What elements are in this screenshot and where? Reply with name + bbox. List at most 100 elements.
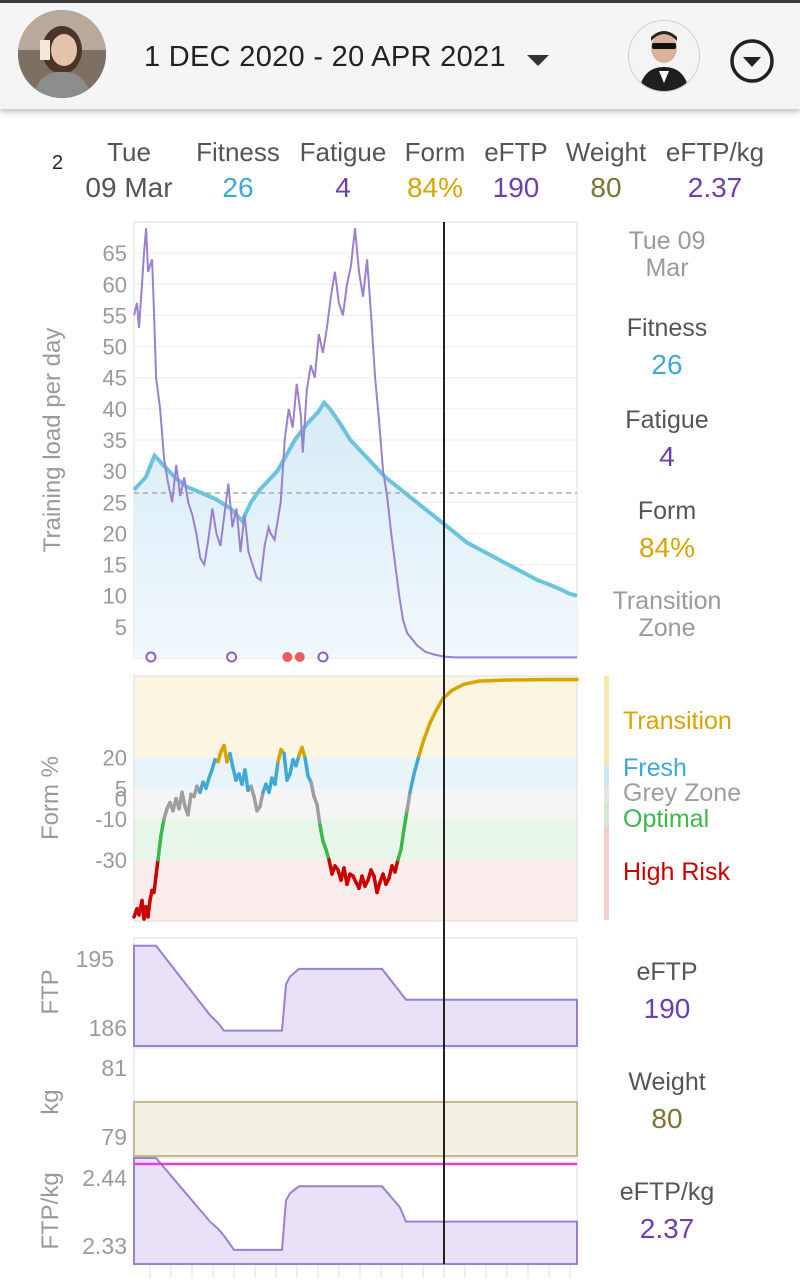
form-line-segment xyxy=(154,858,160,878)
form-line-segment xyxy=(152,874,158,895)
side-fitness-value: 26 xyxy=(651,349,683,380)
form-frame xyxy=(133,675,578,922)
form-line-segment xyxy=(282,751,289,782)
side-form-label: Form xyxy=(637,497,697,525)
zone-label-transition: Transition xyxy=(623,707,732,735)
zone-bar-fresh xyxy=(604,766,609,786)
status-bar-edge xyxy=(0,0,800,3)
zone-bar-transition xyxy=(604,676,609,766)
form-chart[interactable]: 20 50-10 -30 Form % Transition Fresh Grey … xyxy=(37,675,741,922)
zone-label-high-risk: High Risk xyxy=(623,858,730,886)
form-zone-bar xyxy=(604,676,609,920)
training-load-tick-label: 60 xyxy=(103,272,127,297)
fatigue-label: Fatigue xyxy=(299,137,387,167)
summary-index: 2 xyxy=(52,152,64,174)
side-eftp: eFTP 190 xyxy=(587,958,747,1025)
form-tick-label: 0 xyxy=(115,787,127,812)
menu-chevron-icon[interactable] xyxy=(728,37,774,83)
form-line-segment xyxy=(412,753,421,776)
form-line-segment xyxy=(216,749,223,764)
form-line-segment xyxy=(402,809,409,831)
race-marker[interactable] xyxy=(282,652,293,662)
activity-marker[interactable] xyxy=(145,651,157,663)
form-line-segment xyxy=(186,792,193,817)
fatigue-line xyxy=(133,228,577,659)
side-date: Tue 09 Mar xyxy=(587,228,747,282)
fatigue-value: 4 xyxy=(335,172,351,203)
training-load-tick-label: 65 xyxy=(103,241,127,266)
form-line-segment xyxy=(428,708,438,725)
form-line-segment xyxy=(273,760,280,786)
training-load-tick-label: 40 xyxy=(103,397,127,422)
side-fatigue-value: 4 xyxy=(659,441,675,472)
side-eftp-kg-value: 2.37 xyxy=(639,1213,695,1244)
side-zone: Transition Zone xyxy=(587,588,747,642)
form-line-segment xyxy=(318,823,325,844)
form-line-segment xyxy=(315,802,322,827)
weight-tick-low: 79 xyxy=(101,1124,127,1150)
form-line-segment xyxy=(156,833,163,862)
form-line-segment xyxy=(180,790,187,809)
zone-label-grey: Grey Zone xyxy=(623,779,741,807)
side-weight-value: 80 xyxy=(651,1103,683,1134)
form-line-segment xyxy=(477,678,506,683)
activity-marker[interactable] xyxy=(226,651,238,663)
form-line-segment xyxy=(159,817,166,837)
fitness-value: 26 xyxy=(222,172,254,203)
training-load-tick-label: 35 xyxy=(103,428,127,453)
form-line-segment xyxy=(294,753,301,768)
race-marker[interactable] xyxy=(294,652,305,662)
form-line-segment xyxy=(243,768,250,793)
form-line-segment xyxy=(422,721,432,742)
ftp-kg-chart[interactable]: 2.44 2.33 FTP/kg xyxy=(37,1157,578,1265)
side-zone-line1: Transition xyxy=(612,587,722,615)
eftp-kg-value: 2.37 xyxy=(687,172,743,203)
side-date-line1: Tue 09 xyxy=(628,227,706,255)
ftp-tick-high: 195 xyxy=(76,946,114,972)
form-zone-band xyxy=(134,859,577,921)
side-fitness-label: Fitness xyxy=(626,314,708,342)
side-weight: Weight 80 xyxy=(587,1068,747,1135)
side-eftp-kg-label: eFTP/kg xyxy=(619,1178,715,1206)
form-value: 84% xyxy=(406,172,464,203)
dropdown-caret-icon[interactable] xyxy=(527,55,549,66)
form-tick-label: -10 xyxy=(95,807,127,832)
weight-chart[interactable]: 81 79 kg xyxy=(37,1047,578,1157)
form-line-segment xyxy=(324,847,331,862)
form-tick-label: -30 xyxy=(95,848,127,873)
summary-weight: Weight 80 xyxy=(560,137,652,204)
side-form-value: 84% xyxy=(638,532,696,563)
user-avatar-icon[interactable] xyxy=(18,10,106,98)
summary-fatigue: Fatigue 4 xyxy=(296,137,390,204)
fitness-label: Fitness xyxy=(196,137,280,167)
athlete-avatar-icon[interactable] xyxy=(628,20,700,92)
form-zone-band xyxy=(134,788,577,819)
side-weight-label: Weight xyxy=(628,1068,706,1096)
zone-bar-high-risk xyxy=(604,826,609,920)
weight-ylabel: kg xyxy=(37,1089,64,1114)
training-load-tick-label: 20 xyxy=(103,521,127,546)
activity-marker[interactable] xyxy=(317,651,329,663)
ftp-chart[interactable]: 195 186 FTP xyxy=(37,937,578,1047)
form-label: Form xyxy=(404,137,466,167)
form-line-segment xyxy=(417,737,426,758)
ftp-kg-tick-low: 2.33 xyxy=(82,1233,127,1259)
training-load-chart[interactable]: 65 60 55 50 45 40 35 30 25 20 15 10 5 Training load … xyxy=(39,221,578,663)
form-line-segment xyxy=(303,755,310,778)
form-zone-band xyxy=(134,676,577,758)
date-range-selector[interactable]: 1 DEC 2020 - 20 APR 2021 xyxy=(144,41,506,73)
side-fitness: Fitness 26 xyxy=(587,314,747,381)
fitness-area xyxy=(134,402,577,658)
form-line-segment xyxy=(146,898,152,919)
form-line-segment xyxy=(249,784,256,799)
ftp-area xyxy=(133,944,578,1047)
side-eftp-label: eFTP xyxy=(636,958,698,986)
form-line-segment xyxy=(204,776,211,791)
side-eftp-value: 190 xyxy=(643,993,691,1024)
training-load-tick-label: 25 xyxy=(103,490,127,515)
training-load-tick-label: 55 xyxy=(103,303,127,328)
weight-tick-high: 81 xyxy=(101,1055,127,1081)
form-line-segment xyxy=(228,751,235,770)
eftp-value: 190 xyxy=(492,172,540,203)
